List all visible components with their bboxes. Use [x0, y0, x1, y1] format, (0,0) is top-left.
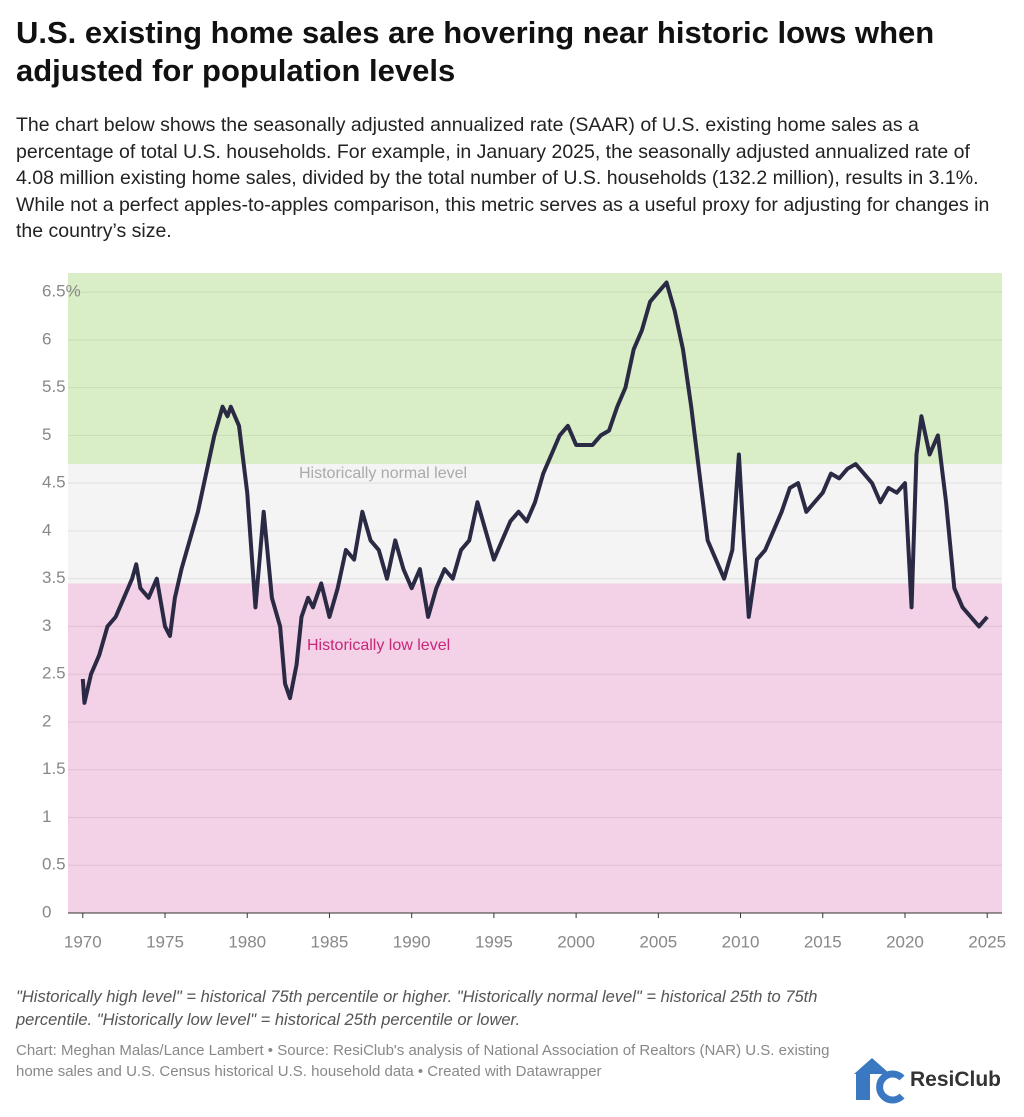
x-tick-label: 1970: [64, 932, 102, 951]
band: [68, 583, 1002, 913]
logo-c: [876, 1070, 905, 1104]
x-tick-label: 1980: [228, 932, 266, 951]
band-label: Historically low level: [307, 637, 450, 654]
chart-title: U.S. existing home sales are hovering ne…: [16, 15, 935, 88]
y-tick-label: 1: [42, 807, 51, 826]
x-tick-label: 1985: [311, 932, 349, 951]
logo: ResiClub: [854, 1058, 1001, 1104]
y-tick-label: 3.5: [42, 568, 66, 587]
y-tick-label: 5: [42, 425, 51, 444]
y-tick-label: 4: [42, 520, 51, 539]
y-tick-label: 5.5: [42, 377, 66, 396]
y-tick-label: 0.5: [42, 855, 66, 874]
y-tick-label: 2.5: [42, 664, 66, 683]
y-tick-label: 6.5%: [42, 282, 81, 301]
credit: Chart: Meghan Malas/Lance Lambert • Sour…: [16, 1042, 830, 1080]
x-tick-label: 2010: [722, 932, 760, 951]
x-tick-label: 1995: [475, 932, 513, 951]
y-tick-label: 2: [42, 711, 51, 730]
x-tick-label: 2000: [557, 932, 595, 951]
x-tick-label: 2005: [639, 932, 677, 951]
footnote: "Historically high level" = historical 7…: [16, 988, 818, 1029]
band: [68, 273, 1002, 465]
band-label: Historically normal level: [299, 465, 467, 482]
x-tick-label: 2020: [886, 932, 924, 951]
logo-r: [856, 1074, 870, 1100]
y-tick-label: 0: [42, 902, 51, 921]
chart: 0 0.5 1 1.5 2 2.5 3 3.5 4 4.5 5 5.5 6 6.5% 1970 1975 198…: [42, 273, 1006, 951]
x-tick-label: 2015: [804, 932, 842, 951]
chart-subtitle: The chart below shows the seasonally adj…: [16, 114, 990, 242]
y-tick-label: 3: [42, 616, 51, 635]
logo-roof: [854, 1058, 890, 1074]
x-tick-label: 2025: [968, 932, 1006, 951]
logo-text: ResiClub: [910, 1068, 1001, 1091]
data-line: [80, 280, 989, 705]
y-tick-label: 6: [42, 329, 51, 348]
y-tick-label: 4.5: [42, 473, 66, 492]
x-tick-label: 1990: [393, 932, 431, 951]
x-tick-label: 1975: [146, 932, 184, 951]
band: [68, 464, 1002, 584]
y-tick-label: 1.5: [42, 759, 66, 778]
